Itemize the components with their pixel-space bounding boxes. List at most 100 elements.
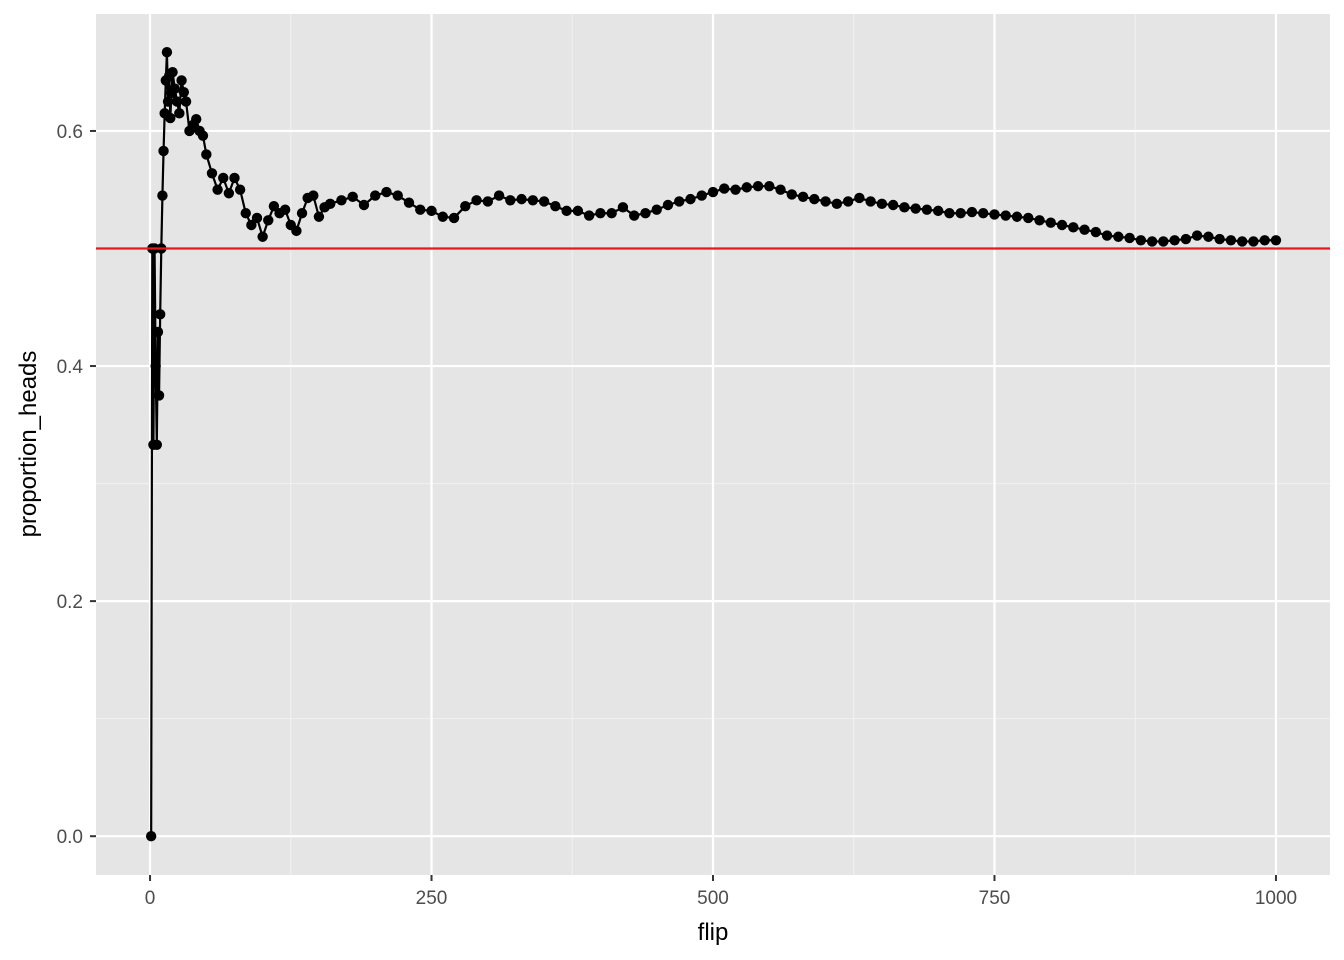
data-point [291, 225, 302, 237]
data-point [268, 200, 280, 212]
data-point [251, 212, 263, 224]
data-point [516, 193, 527, 205]
data-point [169, 83, 181, 94]
data-point [308, 190, 319, 201]
data-point [831, 198, 843, 210]
data-point [358, 199, 370, 211]
data-point [197, 130, 209, 141]
data-point [1169, 235, 1180, 246]
data-point [876, 198, 888, 210]
data-point [628, 210, 640, 221]
data-point [176, 75, 187, 86]
data-point [1191, 230, 1203, 241]
data-point [865, 196, 876, 207]
data-point [730, 184, 741, 195]
data-point [505, 195, 516, 206]
data-point [460, 200, 471, 212]
data-point [1068, 222, 1079, 233]
data-point [640, 208, 651, 219]
data-point [1146, 236, 1158, 247]
x-tick-label: 500 [697, 888, 729, 909]
data-point [150, 360, 161, 372]
data-point [246, 219, 257, 231]
data-point [426, 205, 437, 217]
data-point [165, 112, 176, 124]
data-point [257, 231, 268, 242]
series-layer [145, 47, 1282, 842]
data-point [820, 196, 831, 207]
data-point [415, 204, 426, 215]
data-point [685, 193, 696, 205]
data-point [1011, 211, 1023, 222]
data-point [145, 831, 157, 842]
data-point [229, 172, 240, 184]
x-tick-label: 750 [979, 888, 1011, 909]
data-point [1023, 212, 1034, 224]
data-point [1124, 232, 1135, 244]
x-axis-title: flip [698, 919, 729, 946]
y-axis: 0.0 0.2 0.4 0.6 [57, 122, 96, 848]
data-point [1203, 231, 1214, 242]
data-point [932, 205, 944, 217]
data-point [174, 108, 185, 119]
data-point [448, 212, 460, 224]
data-point [212, 184, 223, 195]
data-point [157, 190, 168, 201]
y-tick-label: 0.4 [57, 357, 84, 378]
data-point [696, 190, 707, 201]
data-point [234, 184, 246, 195]
data-point [1158, 236, 1169, 247]
data-point [191, 114, 202, 125]
data-point [887, 199, 899, 211]
data-point [572, 205, 584, 217]
x-axis: 0 250 500 750 1000 [145, 875, 1297, 909]
x-tick-label: 250 [416, 888, 448, 909]
data-point [1248, 236, 1259, 247]
data-point [240, 208, 251, 219]
data-point [944, 208, 955, 219]
x-tick-label: 1000 [1255, 888, 1297, 909]
data-point [775, 184, 786, 195]
data-point [809, 193, 820, 205]
data-point [493, 190, 505, 201]
data-point [583, 210, 595, 221]
data-point [347, 191, 358, 202]
data-point [764, 181, 775, 192]
data-point [151, 439, 162, 450]
data-point [966, 206, 978, 218]
data-point [158, 145, 169, 157]
data-point [899, 202, 910, 213]
data-point [561, 205, 572, 217]
data-point [161, 47, 173, 58]
data-point [1045, 217, 1056, 228]
data-point [336, 195, 347, 206]
data-point [1259, 235, 1270, 246]
data-point [921, 204, 933, 215]
data-point [550, 200, 561, 212]
data-point [403, 197, 415, 208]
data-point [797, 191, 809, 202]
data-point [910, 203, 921, 214]
data-point [741, 182, 752, 193]
data-point [381, 186, 392, 198]
data-point [595, 208, 606, 219]
data-point [752, 181, 764, 192]
data-point [707, 186, 719, 198]
data-point [437, 211, 448, 222]
data-point [180, 96, 192, 107]
data-point [662, 199, 674, 211]
data-point [167, 66, 178, 78]
data-point [617, 202, 629, 213]
data-point [854, 192, 865, 204]
y-tick-label: 0.2 [57, 592, 83, 613]
data-point [1236, 236, 1248, 247]
data-point [152, 326, 164, 338]
y-tick-label: 0.6 [57, 122, 83, 143]
data-point [153, 390, 165, 401]
data-point [1214, 233, 1225, 245]
data-point [989, 209, 1000, 220]
data-point [1000, 210, 1011, 221]
data-point [471, 195, 482, 206]
data-point [1270, 235, 1282, 246]
